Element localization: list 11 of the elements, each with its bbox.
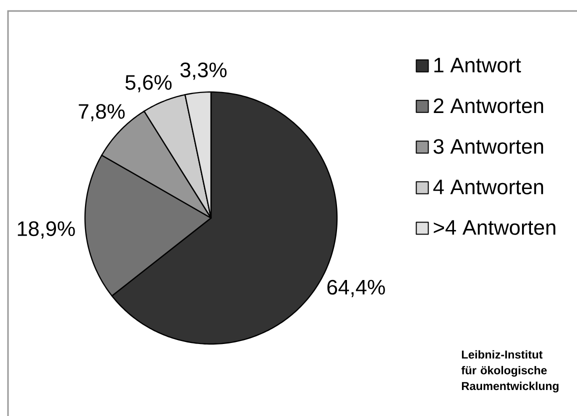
data-label: 7,8% (78, 104, 125, 122)
legend-label: 2 Antworten (434, 98, 544, 114)
data-label: 5,6% (125, 75, 172, 92)
legend-label: 1 Antwort (434, 58, 521, 72)
legend-label: >4 Antworten (434, 220, 556, 235)
text: Leibniz-Institut für ökologische Raumentwicklung (461, 350, 558, 392)
legend-label: 4 Antworten (433, 180, 544, 194)
data-label: 18,9% (18, 221, 75, 239)
legend-label: 3 Antworten (434, 139, 544, 154)
data-label: 3,3% (180, 62, 227, 80)
data-label: 64,4% (327, 280, 385, 298)
